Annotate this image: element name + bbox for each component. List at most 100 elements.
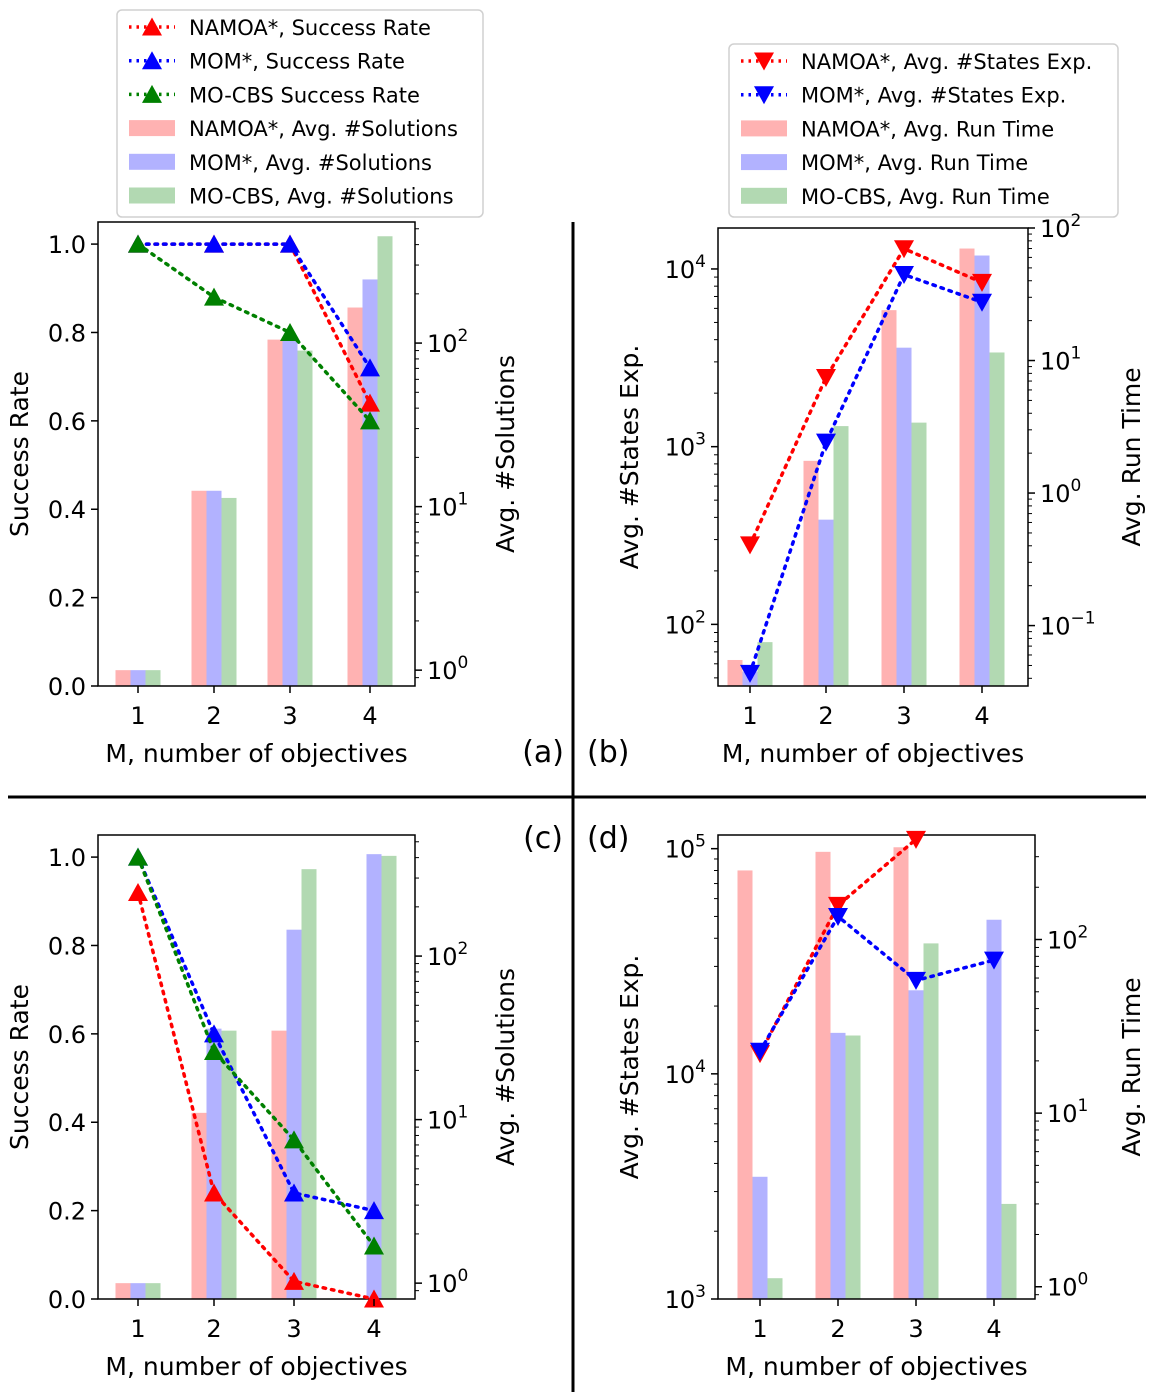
legend-marker-swatch xyxy=(142,51,162,70)
legend-bar-swatch xyxy=(741,120,787,137)
legend-right: NAMOA*, Avg. #States Exp. MOM*, Avg. #Sta… xyxy=(728,43,1119,218)
bar xyxy=(145,1283,161,1299)
series-line xyxy=(136,855,376,1213)
x-axis-label: M, number of objectives xyxy=(105,739,407,768)
x-tick-label: 2 xyxy=(206,702,221,730)
x-tick-label: 2 xyxy=(830,1315,845,1343)
series-line xyxy=(136,855,376,1248)
x-axis-label: M, number of objectives xyxy=(105,1352,407,1381)
x-tick-label: 1 xyxy=(130,1315,145,1343)
x-axis-label: M, number of objectives xyxy=(725,1352,1027,1381)
series-marker xyxy=(360,393,380,412)
x-tick-label: 4 xyxy=(366,1315,381,1343)
legend-bar-swatch xyxy=(129,153,175,170)
bar xyxy=(833,426,849,686)
series-marker xyxy=(816,433,836,452)
y-tick-label: 1.0 xyxy=(48,844,86,872)
y-tick-label: 103 xyxy=(665,1282,706,1314)
x-tick-label: 2 xyxy=(206,1315,221,1343)
series-marker xyxy=(360,358,380,377)
series-marker xyxy=(972,293,992,312)
series-marker xyxy=(972,273,992,292)
legend-label: NAMOA*, Avg. #Solutions xyxy=(189,117,458,141)
bar xyxy=(206,1028,222,1299)
y-tick-label: 105 xyxy=(665,832,706,864)
y-tick-label: 0.6 xyxy=(48,1021,86,1049)
legend-marker-swatch xyxy=(754,52,774,71)
bar xyxy=(381,855,397,1299)
y2-tick-label: 101 xyxy=(427,1103,468,1135)
y-axis-label: Success Rate xyxy=(5,984,34,1150)
x-tick-label: 3 xyxy=(282,702,297,730)
y2-tick-label: 101 xyxy=(1047,1096,1088,1128)
bar xyxy=(752,1176,768,1299)
legend-label: MOM*, Avg. #States Exp. xyxy=(801,84,1066,108)
series-line xyxy=(136,242,372,370)
bar xyxy=(282,339,298,686)
plot-frame xyxy=(97,834,416,1300)
series-marker xyxy=(128,234,148,253)
y2-tick-label: 102 xyxy=(427,326,468,358)
bar xyxy=(986,919,1002,1299)
bar xyxy=(974,255,990,687)
legend-marker-swatch xyxy=(754,86,774,105)
bar xyxy=(347,307,363,686)
y-axis-label: Avg. #States Exp. xyxy=(615,345,644,570)
series-marker xyxy=(284,1271,304,1290)
series-marker xyxy=(740,536,760,555)
bar xyxy=(989,352,1005,686)
x-tick-label: 1 xyxy=(742,702,757,730)
y2-axis-label: Avg. Run Time xyxy=(1117,367,1146,546)
x-tick-label: 4 xyxy=(362,702,377,730)
panel-label: (c) xyxy=(523,821,563,856)
bar xyxy=(366,854,382,1299)
bar xyxy=(908,990,924,1299)
series-marker xyxy=(984,951,1004,970)
y-tick-label: 104 xyxy=(665,1057,706,1089)
x-tick-label: 2 xyxy=(818,702,833,730)
legend-label: NAMOA*, Avg. #States Exp. xyxy=(801,50,1092,74)
y2-axis-label: Avg. #Solutions xyxy=(491,968,520,1166)
y2-tick-label: 100 xyxy=(1040,476,1081,508)
legend-bar-swatch xyxy=(129,120,175,137)
series-marker xyxy=(364,1201,384,1220)
y2-tick-label: 101 xyxy=(427,490,468,522)
legend-label: MO-CBS, Avg. #Solutions xyxy=(189,185,454,209)
y2-axis-label: Avg. #Solutions xyxy=(491,355,520,553)
y-tick-label: 0.0 xyxy=(48,673,86,701)
y-axis-label: Avg. #States Exp. xyxy=(615,955,644,1180)
series-marker xyxy=(828,907,848,926)
series-marker xyxy=(204,287,224,306)
bar xyxy=(267,339,283,686)
panel-label: (d) xyxy=(587,821,629,856)
series-marker xyxy=(204,234,224,253)
series-line xyxy=(758,913,996,1053)
y-tick-label: 0.0 xyxy=(48,1286,86,1314)
series-line xyxy=(136,890,376,1301)
x-axis-label: M, number of objectives xyxy=(722,739,1024,768)
legend-frame xyxy=(728,43,1119,218)
bar xyxy=(145,670,161,686)
legend-bar-swatch xyxy=(741,154,787,171)
x-tick-label: 1 xyxy=(130,702,145,730)
bar xyxy=(206,490,222,686)
bar xyxy=(803,460,819,686)
series-marker xyxy=(364,1289,384,1308)
series-marker xyxy=(280,234,300,253)
legend-frame xyxy=(116,9,484,218)
bar xyxy=(301,869,317,1299)
series-marker xyxy=(740,664,760,683)
bar xyxy=(1001,1203,1017,1299)
panel-a: 1 2 3 4 0.0 0.2 0.4 0.6 0.8 1.0 100 101 102 Success R… xyxy=(5,221,564,770)
bar xyxy=(767,1278,783,1299)
x-tick-label: 3 xyxy=(896,702,911,730)
bar xyxy=(221,497,237,686)
legend-bar-swatch xyxy=(129,187,175,204)
legend-label: MO-CBS, Avg. Run Time xyxy=(801,185,1050,209)
series-marker xyxy=(816,369,836,388)
series-marker xyxy=(750,1042,770,1061)
series-marker xyxy=(894,240,914,259)
bar xyxy=(191,1112,207,1299)
y-tick-label: 104 xyxy=(665,252,706,284)
